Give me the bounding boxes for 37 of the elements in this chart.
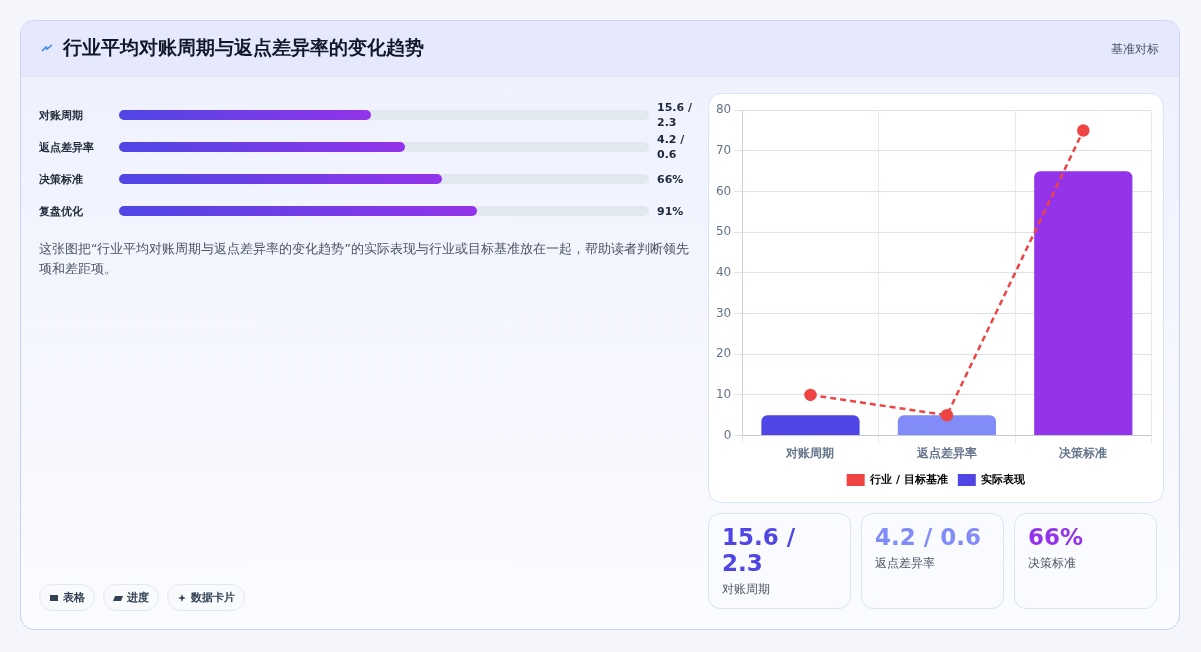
x-tick-label: 返点差异率 (915, 445, 977, 460)
text: 这张图把“行业平均对账周期与返点差异率的变化趋势”的实际表现与行业或目标基准放在一起，帮助读者判断领先项和差距项。 (39, 240, 690, 278)
text: 66% (1028, 524, 1085, 550)
category-label: 对账周期 (39, 107, 84, 123)
text: 基准对标 (1111, 41, 1159, 58)
text: 66% (657, 171, 685, 187)
text: 15.6 / 2.3 (657, 100, 693, 130)
category-label: 复盘优化 (39, 203, 84, 219)
text: 91% (657, 203, 685, 219)
legend-label: 行业 / 目标基准 (869, 472, 948, 486)
point (804, 388, 817, 402)
text: 15.6 / 2.3 (722, 524, 797, 576)
category-label: 决策标准 (39, 171, 84, 187)
y-tick-label: 20 (715, 346, 732, 361)
x-tick-label: 对账周期 (785, 445, 835, 460)
text: 行业平均对账周期与返点差异率的变化趋势 (63, 35, 424, 60)
y-tick-label: 70 (715, 143, 732, 157)
text: 数据卡片 (191, 590, 235, 605)
text: 决策标准 (1028, 556, 1077, 571)
text: 4.2 / 0.6 (875, 524, 982, 550)
point (940, 409, 954, 422)
y-tick-label: 30 (715, 305, 732, 320)
text: 返点差异率 (875, 556, 936, 571)
category-label: 返点差异率 (39, 139, 95, 155)
text: 表格 (63, 590, 85, 605)
text: 4.2 / 0.6 (657, 132, 686, 162)
text: 进度 (127, 590, 149, 605)
y-tick-label: 10 (715, 387, 732, 402)
x-tick-label: 决策标准 (1059, 445, 1108, 460)
text: 对账周期 (722, 582, 771, 597)
y-tick-label: 40 (715, 265, 732, 280)
y-tick-label: 60 (715, 183, 732, 198)
y-tick-label: 50 (715, 224, 732, 239)
y-tick-label: 80 (715, 102, 732, 117)
y-tick-label: 0 (723, 427, 732, 442)
point (1077, 124, 1090, 137)
legend-label: 实际表现 (981, 472, 1027, 486)
